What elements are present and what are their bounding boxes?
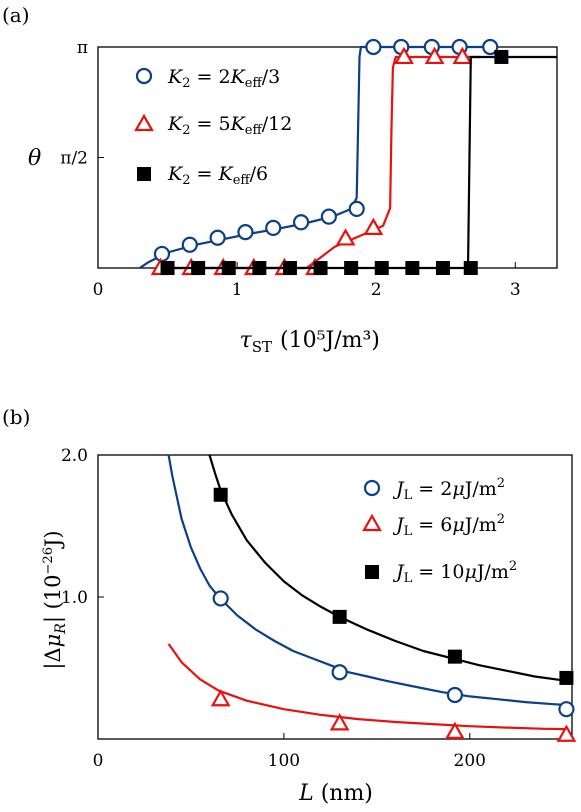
series-line-a-0 — [139, 45, 495, 269]
panel-a-chart: (a) θ τST (10⁵J/m³) K2 = 2Keff/3 K2 = 5K… — [2, 3, 558, 356]
panel-a-legend: K2 = 2Keff/3 K2 = 5Keff/12 K2 = Keff/6 — [134, 66, 292, 188]
data-point-b-0-3 — [558, 701, 575, 718]
data-point-a-0-4 — [265, 219, 282, 237]
data-point-a-0-0 — [153, 245, 171, 263]
data-point-a-2-11 — [494, 49, 509, 64]
x-tick-label-b-2: 200 — [454, 751, 486, 771]
data-point-a-0-12 — [482, 38, 499, 56]
data-point-b-0-2 — [446, 686, 463, 704]
data-point-a-0-1 — [181, 236, 198, 253]
legend-b-item-1: JL = 2μJ/m2 — [363, 476, 505, 503]
x-tick-label-b-0: 0 — [93, 751, 104, 771]
panel-b-chart: (b) |ΔμR| (10−26J) L (nm) JL = 2μJ/m2 JL… — [2, 405, 577, 806]
series-line-b-1 — [167, 643, 567, 731]
data-point-a-1-7 — [363, 217, 384, 236]
x-tick-label-a-3: 3 — [510, 280, 521, 300]
svg-text:JL = 2μJ/m2: JL = 2μJ/m2 — [392, 476, 505, 503]
legend-b-item-3: JL = 10μJ/m2 — [365, 559, 517, 586]
data-point-b-1-3 — [556, 724, 577, 742]
data-point-a-2-7 — [374, 261, 389, 275]
data-point-a-2-10 — [463, 261, 478, 275]
legend-a-square-marker — [137, 167, 151, 181]
legend-a-item-2: K2 = 5Keff/12 — [134, 113, 292, 138]
data-point-a-2-3 — [252, 261, 267, 275]
data-point-b-0-1 — [331, 664, 348, 681]
data-point-a-2-6 — [344, 261, 359, 275]
y-tick-label-b-1: 2.0 — [61, 446, 88, 466]
data-point-a-2-1 — [191, 261, 206, 275]
legend-b-square-marker — [365, 565, 379, 579]
svg-text:JL = 6μJ/m2: JL = 6μJ/m2 — [392, 512, 505, 539]
svg-text:K2 = Keff/6: K2 = Keff/6 — [167, 163, 268, 188]
data-point-b-1-0 — [210, 689, 231, 707]
x-tick-label-a-0: 0 — [93, 280, 104, 300]
panel-b-legend: JL = 2μJ/m2 JL = 6μJ/m2 JL = 10μJ/m2 — [362, 476, 517, 586]
data-point-a-2-8 — [405, 261, 420, 275]
legend-a-item-1: K2 = 2Keff/3 — [135, 66, 280, 91]
panel-a-label: (a) — [2, 3, 30, 27]
data-point-a-2-9 — [435, 261, 450, 275]
data-point-a-0-7 — [348, 200, 365, 218]
plot-frame-b — [97, 454, 573, 740]
y-tick-label-a-1: π — [77, 38, 88, 58]
svg-text:JL = 10μJ/m2: JL = 10μJ/m2 — [392, 559, 517, 586]
data-point-a-2-2 — [221, 261, 236, 275]
series-line-b-2 — [208, 454, 567, 682]
svg-text:K2 = 5Keff/12: K2 = 5Keff/12 — [167, 113, 292, 138]
data-point-a-0-5 — [292, 214, 310, 231]
panel-b-xlabel: L (nm) — [298, 781, 373, 806]
data-point-b-1-2 — [444, 721, 465, 740]
x-tick-label-b-1: 100 — [268, 751, 300, 771]
data-point-b-2-1 — [332, 609, 347, 624]
panel-a-xlabel-unit: (10⁵J/m³) — [280, 328, 380, 353]
svg-text:K2 = 2Keff/3: K2 = 2Keff/3 — [167, 66, 280, 91]
data-point-a-0-3 — [237, 224, 254, 241]
panel-b-label: (b) — [2, 405, 30, 429]
data-point-a-1-9 — [424, 46, 445, 65]
data-point-a-0-6 — [320, 208, 337, 225]
data-point-b-2-2 — [447, 649, 462, 664]
y-tick-label-b-0: 1.0 — [61, 588, 88, 608]
data-point-a-1-10 — [452, 46, 473, 65]
data-point-a-0-8 — [365, 38, 382, 56]
legend-b-circle-marker — [363, 479, 381, 497]
legend-a-triangle-marker — [134, 113, 154, 132]
x-tick-label-a-2: 2 — [371, 280, 382, 300]
svg-text:L (nm): L (nm) — [298, 781, 373, 806]
data-point-b-1-1 — [329, 713, 350, 731]
data-point-b-2-0 — [213, 487, 228, 502]
plot-frame-a — [97, 46, 558, 269]
panel-a-xlabel: τST (10⁵J/m³) — [240, 328, 380, 356]
data-point-a-0-2 — [209, 229, 226, 246]
panel-a-ylabel: θ — [28, 146, 41, 171]
x-tick-label-a-1: 1 — [232, 280, 243, 300]
data-point-a-1-6 — [335, 228, 356, 246]
svg-text:τST: τST — [240, 328, 272, 356]
legend-a-item-3: K2 = Keff/6 — [137, 163, 268, 188]
y-tick-label-a-0: π/2 — [60, 149, 88, 169]
data-point-a-2-0 — [160, 261, 175, 275]
legend-b-triangle-marker — [362, 513, 382, 532]
data-point-a-2-5 — [313, 261, 328, 275]
data-point-b-0-0 — [212, 590, 229, 607]
series-line-b-0 — [167, 454, 567, 706]
data-point-b-2-3 — [559, 670, 574, 685]
legend-b-item-2: JL = 6μJ/m2 — [362, 512, 505, 539]
legend-a-circle-marker — [135, 67, 153, 85]
data-point-a-2-4 — [282, 261, 297, 275]
data-point-a-1-8 — [394, 46, 414, 65]
